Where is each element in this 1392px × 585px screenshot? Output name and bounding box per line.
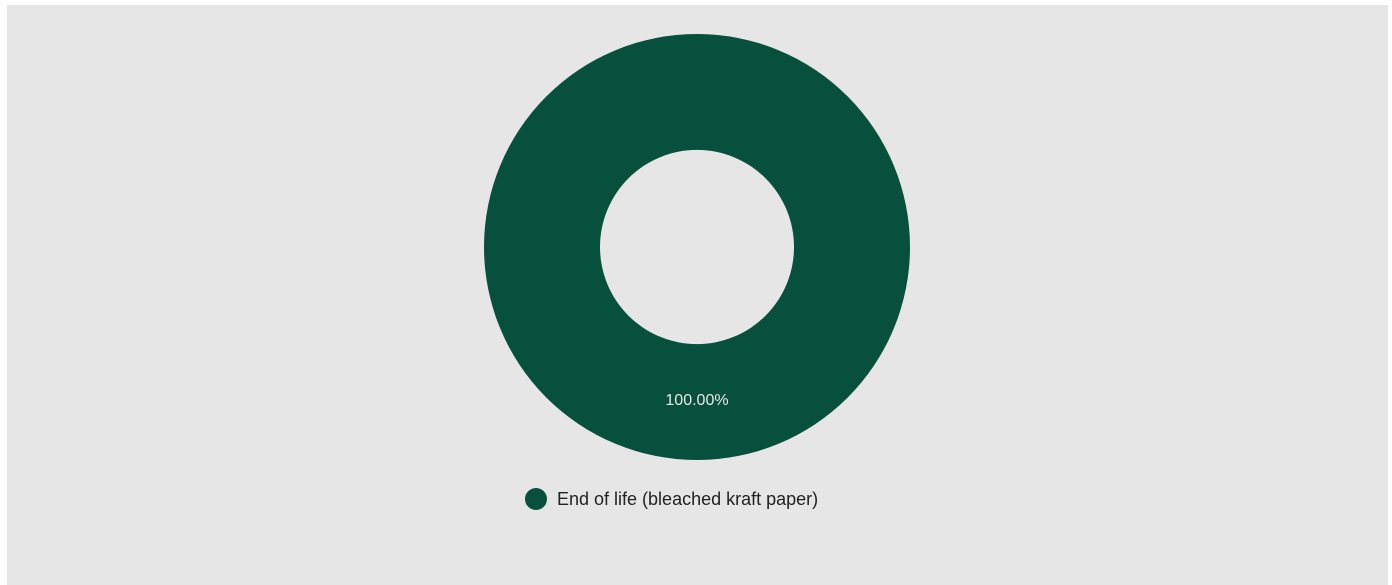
legend: End of life (bleached kraft paper) [525,485,818,513]
slice-value-label: 100.00% [665,392,728,409]
legend-swatch [525,488,547,510]
legend-label: End of life (bleached kraft paper) [557,488,819,509]
donut-chart: 100.00% [484,34,910,460]
donut-slice [484,34,910,460]
chart-panel: 100.00% End of life (bleached kraft pape… [7,5,1388,585]
